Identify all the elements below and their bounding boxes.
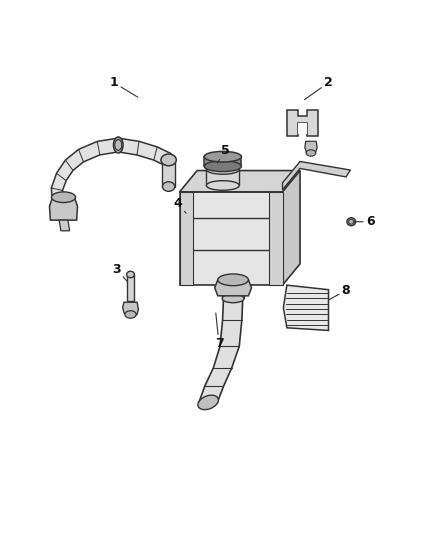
Ellipse shape	[349, 220, 354, 224]
Polygon shape	[162, 160, 175, 187]
Text: 1: 1	[110, 76, 138, 97]
Polygon shape	[222, 285, 244, 298]
Text: 2: 2	[304, 76, 333, 100]
Ellipse shape	[206, 181, 239, 190]
Ellipse shape	[113, 137, 123, 153]
Ellipse shape	[204, 161, 241, 172]
Polygon shape	[206, 169, 239, 185]
Text: 6: 6	[353, 215, 374, 228]
Ellipse shape	[222, 294, 244, 303]
Ellipse shape	[161, 154, 176, 166]
Text: 7: 7	[215, 313, 223, 350]
Text: 3: 3	[112, 263, 127, 281]
Ellipse shape	[162, 182, 175, 191]
Polygon shape	[123, 302, 138, 316]
Polygon shape	[215, 280, 251, 296]
Polygon shape	[51, 138, 171, 215]
Ellipse shape	[306, 150, 316, 156]
Polygon shape	[180, 192, 193, 285]
Ellipse shape	[347, 217, 356, 226]
Polygon shape	[283, 285, 328, 330]
Polygon shape	[127, 274, 134, 301]
Ellipse shape	[218, 274, 248, 286]
Polygon shape	[180, 171, 300, 192]
Ellipse shape	[127, 271, 134, 278]
Polygon shape	[269, 192, 283, 285]
Polygon shape	[204, 157, 241, 166]
Text: 8: 8	[329, 284, 350, 300]
Polygon shape	[283, 171, 300, 285]
Polygon shape	[49, 197, 78, 220]
Ellipse shape	[198, 395, 219, 410]
Polygon shape	[59, 220, 70, 231]
Polygon shape	[180, 192, 283, 285]
Ellipse shape	[204, 151, 241, 162]
Ellipse shape	[125, 311, 136, 318]
Ellipse shape	[206, 165, 239, 174]
Ellipse shape	[51, 192, 75, 203]
Polygon shape	[298, 123, 307, 134]
Polygon shape	[287, 110, 318, 136]
Polygon shape	[199, 298, 243, 402]
Polygon shape	[305, 141, 317, 153]
Text: 5: 5	[217, 144, 230, 163]
Polygon shape	[283, 161, 350, 190]
Text: 4: 4	[173, 197, 186, 213]
Ellipse shape	[115, 140, 122, 150]
